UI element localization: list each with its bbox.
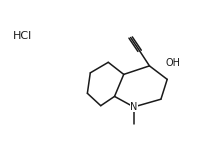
Text: N: N xyxy=(130,102,138,112)
Text: HCl: HCl xyxy=(13,31,32,41)
Text: OH: OH xyxy=(165,58,180,68)
